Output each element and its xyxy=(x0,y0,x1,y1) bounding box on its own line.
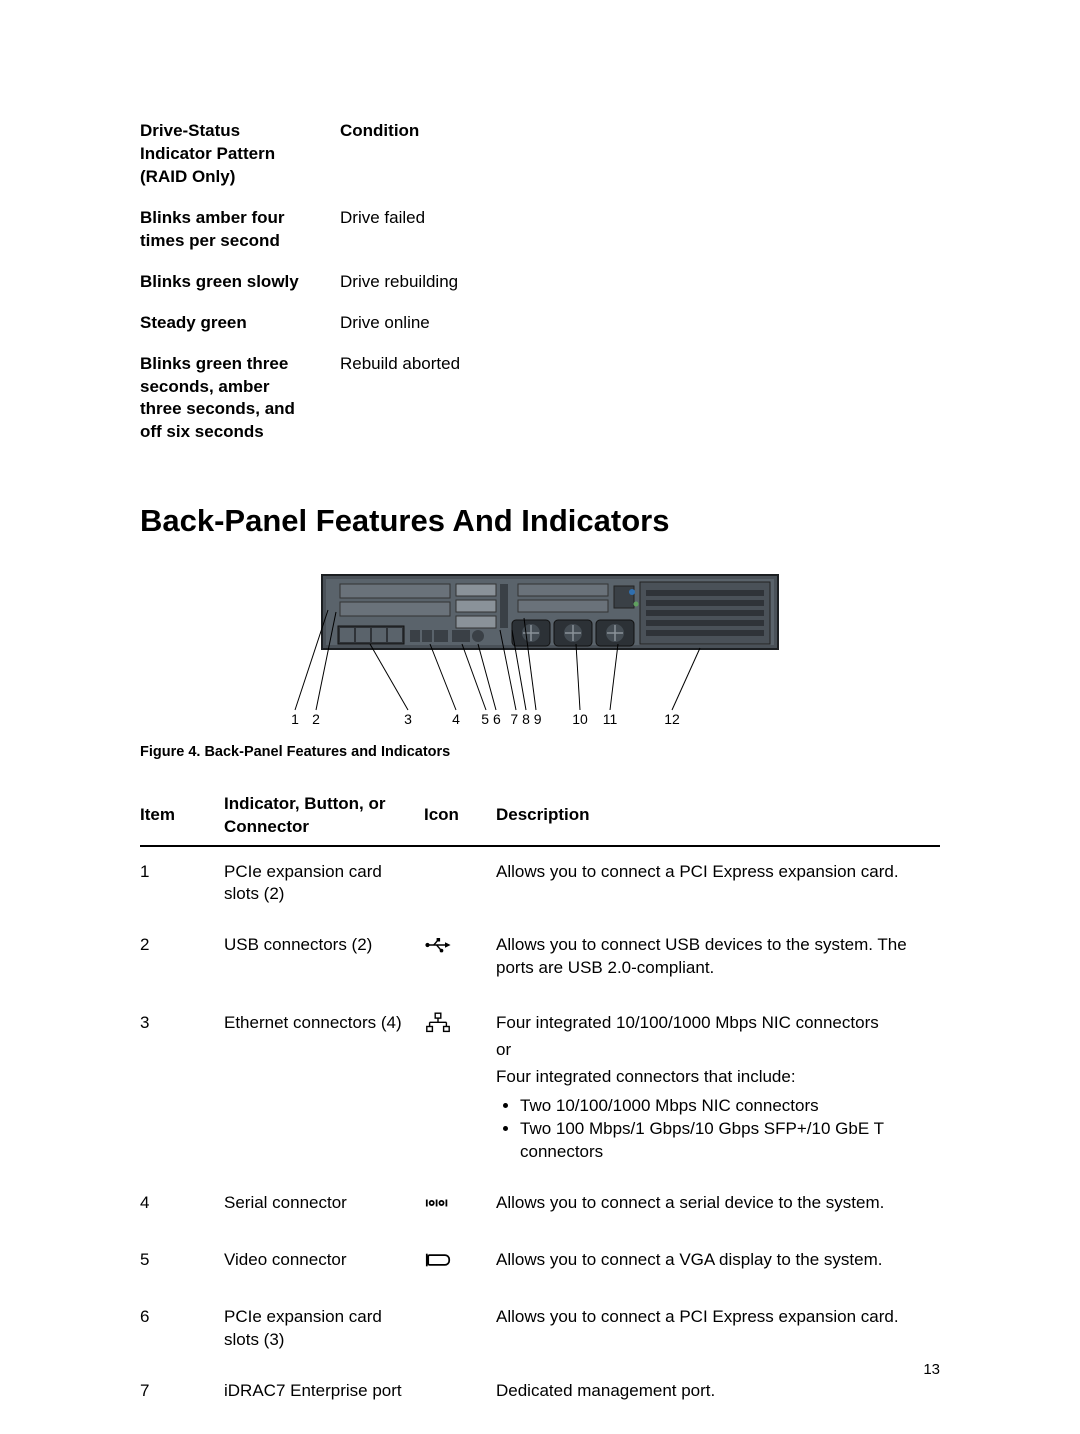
features-header-icon: Icon xyxy=(424,793,496,846)
drive-pattern: Blinks green slowly xyxy=(140,271,340,312)
table-row: 6PCIe expansion card slots (3) Allows you… xyxy=(140,1292,940,1366)
drive-status-table: Drive-Status Indicator Pattern (RAID Onl… xyxy=(140,120,500,462)
features-table: Item Indicator, Button, or Connector Ico… xyxy=(140,793,940,1421)
callout-number: 4 xyxy=(452,711,460,727)
callout-number: 2 xyxy=(312,711,320,727)
icon-cell xyxy=(424,998,496,1178)
drive-pattern: Blinks amber four times per second xyxy=(140,207,340,271)
callout-number: 5 6 xyxy=(481,711,501,727)
icon-cell xyxy=(424,1366,496,1421)
description-cell: Allows you to connect USB devices to the… xyxy=(496,920,940,998)
ethernet-icon xyxy=(424,1012,452,1034)
description-cell: Allows you to connect a serial device to… xyxy=(496,1178,940,1235)
icon-cell xyxy=(424,846,496,921)
indicator-name: Serial connector xyxy=(224,1178,424,1235)
serial-icon xyxy=(424,1192,452,1214)
callout-number: 7 8 9 xyxy=(510,711,541,727)
indicator-name: Ethernet connectors (4) xyxy=(224,998,424,1178)
table-row: 1PCIe expansion card slots (2) Allows you… xyxy=(140,846,940,921)
table-row: 2USB connectors (2) Allows you to connect… xyxy=(140,920,940,998)
callout-number: 3 xyxy=(404,711,412,727)
item-number: 7 xyxy=(140,1366,224,1421)
features-header-item: Item xyxy=(140,793,224,846)
drive-condition: Drive failed xyxy=(340,207,500,271)
drive-condition: Drive rebuilding xyxy=(340,271,500,312)
description-line: Allows you to connect a serial device to… xyxy=(496,1192,930,1215)
description-cell: Allows you to connect a PCI Express expa… xyxy=(496,846,940,921)
table-row: 7iDRAC7 Enterprise port Dedicated managem… xyxy=(140,1366,940,1421)
table-row: 5Video connector Allows you to connect a … xyxy=(140,1235,940,1292)
item-number: 2 xyxy=(140,920,224,998)
drive-condition: Drive online xyxy=(340,312,500,353)
item-number: 4 xyxy=(140,1178,224,1235)
drive-pattern: Blinks green three seconds, amber three … xyxy=(140,353,340,463)
indicator-name: Video connector xyxy=(224,1235,424,1292)
indicator-name: PCIe expansion card slots (2) xyxy=(224,846,424,921)
figure-caption: Figure 4. Back-Panel Features and Indica… xyxy=(140,743,450,763)
indicator-name: iDRAC7 Enterprise port xyxy=(224,1366,424,1421)
item-number: 5 xyxy=(140,1235,224,1292)
callout-number: 1 xyxy=(291,711,299,727)
features-header-description: Description xyxy=(496,793,940,846)
description-cell: Allows you to connect a VGA display to t… xyxy=(496,1235,940,1292)
icon-cell xyxy=(424,1178,496,1235)
callout-number: 11 xyxy=(603,711,618,727)
vga-icon xyxy=(424,1249,452,1271)
bullet-item: Two 100 Mbps/1 Gbps/10 Gbps SFP+/10 GbE … xyxy=(520,1118,930,1164)
indicator-name: USB connectors (2) xyxy=(224,920,424,998)
table-row: 4Serial connector Allows you to connect a… xyxy=(140,1178,940,1235)
description-line: Allows you to connect USB devices to the… xyxy=(496,934,930,980)
description-cell: Dedicated management port. xyxy=(496,1366,940,1421)
description-line: or xyxy=(496,1039,930,1062)
page-number: 13 xyxy=(923,1360,940,1380)
item-number: 1 xyxy=(140,846,224,921)
callout-number: 10 xyxy=(572,711,588,727)
drive-status-header-condition: Condition xyxy=(340,120,500,207)
item-number: 3 xyxy=(140,998,224,1178)
drive-pattern: Steady green xyxy=(140,312,340,353)
drive-condition: Rebuild aborted xyxy=(340,353,500,463)
icon-cell xyxy=(424,1292,496,1366)
description-bullets: Two 10/100/1000 Mbps NIC connectorsTwo 1… xyxy=(496,1095,930,1164)
indicator-name: PCIe expansion card slots (3) xyxy=(224,1292,424,1366)
table-row: 3Ethernet connectors (4) Four integrated … xyxy=(140,998,940,1178)
back-panel-diagram: 12345 67 8 9101112 xyxy=(280,570,800,737)
bullet-item: Two 10/100/1000 Mbps NIC connectors xyxy=(520,1095,930,1118)
description-cell: Allows you to connect a PCI Express expa… xyxy=(496,1292,940,1366)
description-line: Four integrated 10/100/1000 Mbps NIC con… xyxy=(496,1012,930,1035)
description-line: Dedicated management port. xyxy=(496,1380,930,1403)
features-header-indicator: Indicator, Button, or Connector xyxy=(224,793,424,846)
drive-status-header-pattern: Drive-Status Indicator Pattern (RAID Onl… xyxy=(140,120,340,207)
icon-cell xyxy=(424,1235,496,1292)
usb-icon xyxy=(424,934,452,956)
description-line: Four integrated connectors that include: xyxy=(496,1066,930,1089)
description-line: Allows you to connect a PCI Express expa… xyxy=(496,1306,930,1329)
description-line: Allows you to connect a PCI Express expa… xyxy=(496,861,930,884)
page-heading: Back-Panel Features And Indicators xyxy=(140,500,940,542)
item-number: 6 xyxy=(140,1292,224,1366)
icon-cell xyxy=(424,920,496,998)
callout-number: 12 xyxy=(664,711,680,727)
back-panel-figure: 12345 67 8 9101112 Figure 4. Back-Panel … xyxy=(140,570,940,787)
description-cell: Four integrated 10/100/1000 Mbps NIC con… xyxy=(496,998,940,1178)
description-line: Allows you to connect a VGA display to t… xyxy=(496,1249,930,1272)
